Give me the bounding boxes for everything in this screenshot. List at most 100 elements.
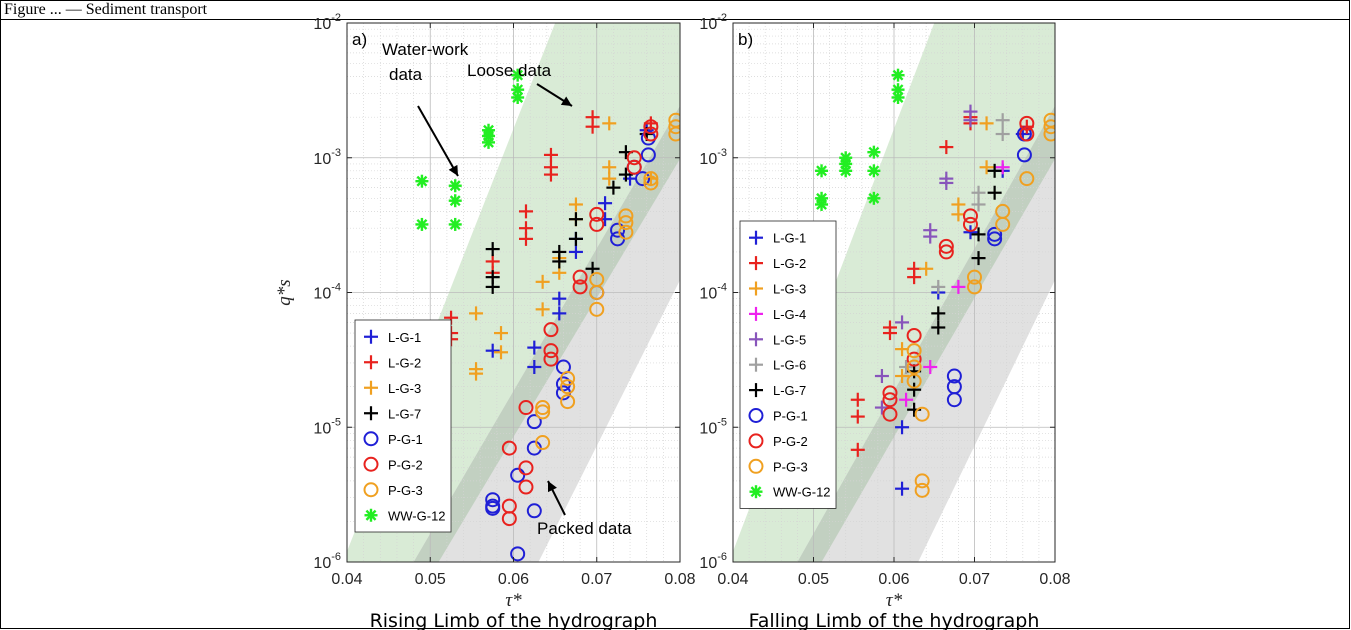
data-point — [907, 382, 922, 397]
data-markers — [798, 68, 1055, 498]
legend-marker — [364, 406, 378, 421]
legend-label: WW-G-12 — [773, 485, 831, 500]
data-point — [618, 167, 633, 182]
legend-marker — [363, 482, 379, 498]
legend-marker — [749, 306, 763, 321]
x-tick-label: 0.08 — [664, 571, 695, 588]
data-point — [907, 270, 922, 285]
x-tick-label: 0.07 — [581, 571, 612, 588]
data-point — [971, 185, 986, 200]
legend-label: L-G-6 — [773, 358, 806, 373]
data-point — [501, 511, 517, 527]
data-point — [552, 306, 567, 321]
data-point — [485, 343, 500, 358]
data-point — [635, 171, 651, 187]
legend-marker — [749, 485, 763, 499]
series-l-g-3 — [895, 116, 994, 384]
y-tick-label: 10-2 — [313, 12, 341, 33]
legend-marker — [749, 256, 763, 271]
data-point — [527, 340, 542, 355]
data-point — [815, 164, 829, 178]
legend-label: L-G-7 — [388, 406, 421, 421]
data-point — [882, 406, 898, 422]
data-point — [1043, 126, 1055, 142]
data-point — [485, 279, 500, 294]
data-point — [1019, 115, 1035, 131]
data-point — [589, 206, 605, 222]
data-point — [485, 492, 501, 508]
data-point — [448, 217, 462, 231]
legend-label: L-G-5 — [773, 332, 806, 347]
data-point — [535, 274, 550, 289]
asterisk-stroke — [868, 165, 880, 177]
data-point — [543, 167, 558, 182]
data-point — [511, 68, 525, 82]
legend-marker — [363, 456, 379, 472]
asterisk-stroke — [512, 69, 524, 81]
series-p-g-3 — [535, 112, 680, 451]
legend-marker — [749, 383, 763, 398]
data-point — [469, 366, 484, 381]
data-point — [867, 191, 881, 205]
data-point — [971, 227, 986, 242]
data-point — [518, 231, 533, 246]
x-tick-label: 0.04 — [331, 571, 362, 588]
legend-marker — [364, 329, 378, 344]
data-point — [589, 285, 605, 300]
data-point — [850, 409, 865, 424]
data-point — [882, 392, 898, 408]
data-point — [839, 164, 853, 178]
legend-marker — [364, 508, 378, 522]
legend-label: P-G-3 — [773, 459, 808, 474]
data-point — [668, 126, 680, 142]
x-tick-label: 0.07 — [959, 571, 990, 588]
data-point — [543, 351, 559, 367]
figure-header: Figure ... — Sediment transport — [4, 1, 208, 18]
panel-b: 0.04 0.05 0.06 0.07 0.08 10-6 10-5 10-4 10-3 10-2… — [699, 12, 1070, 630]
data-point — [526, 503, 542, 519]
data-point — [971, 251, 986, 266]
data-point — [485, 500, 501, 516]
data-point — [995, 160, 1010, 175]
data-point — [923, 229, 938, 244]
series-p-g-1 — [946, 126, 1032, 408]
series-l-g-5 — [874, 104, 978, 415]
data-point — [931, 320, 946, 335]
y-tick-label: 10-3 — [699, 147, 727, 168]
data-point — [602, 171, 617, 186]
data-point — [895, 420, 910, 435]
annotation-arrowhead — [448, 164, 458, 176]
panel-label: a) — [352, 30, 367, 49]
x-axis-label: τ* — [886, 590, 903, 611]
data-point — [867, 164, 881, 178]
data-point — [535, 302, 550, 317]
data-point — [552, 291, 567, 306]
data-point — [415, 217, 429, 231]
asterisk-stroke — [816, 165, 827, 177]
data-point — [971, 197, 986, 212]
data-point — [527, 359, 542, 374]
x-tick-label: 0.04 — [717, 571, 748, 588]
asterisk-stroke — [483, 136, 494, 148]
data-point — [882, 320, 897, 335]
legend-label: L-G-3 — [773, 282, 806, 297]
data-point — [469, 306, 484, 321]
legend: L-G-1 L-G-2 L-G-3 L-G-7 P-G-1 P-G-2 P-G-3 WW-G-… — [354, 319, 452, 533]
data-point — [995, 216, 1011, 232]
data-point — [640, 147, 656, 163]
legend-marker — [749, 230, 763, 245]
data-point — [518, 204, 533, 219]
data-point — [914, 406, 930, 422]
legend-label: P-G-1 — [773, 409, 808, 424]
legend-label: L-G-7 — [773, 383, 806, 398]
legend-marker — [749, 332, 763, 347]
data-point — [1016, 147, 1032, 163]
x-tick-label: 0.06 — [498, 571, 529, 588]
data-point — [987, 163, 1002, 178]
data-point — [963, 225, 978, 240]
legend-marker — [749, 357, 763, 372]
data-point — [535, 404, 551, 420]
panel-caption: Falling Limb of the hydrograph — [749, 610, 1040, 630]
